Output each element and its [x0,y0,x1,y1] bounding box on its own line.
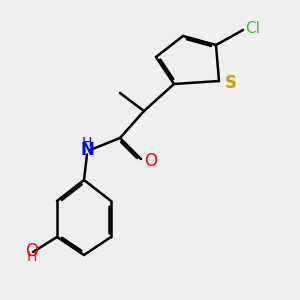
Text: O: O [144,152,157,169]
Text: S: S [224,74,236,92]
Text: Cl: Cl [245,21,260,36]
Text: O: O [25,242,38,260]
Text: H: H [82,136,92,150]
Text: N: N [80,141,94,159]
Text: H: H [26,250,37,264]
